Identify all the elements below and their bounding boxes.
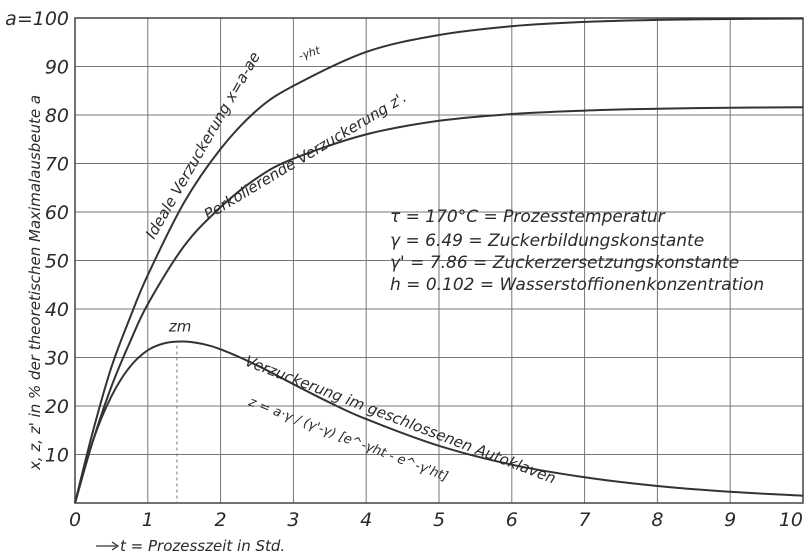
x-tick-label: 8: [651, 509, 663, 531]
zm-label: zm: [168, 317, 192, 335]
x-tick-label: 9: [724, 509, 736, 531]
legend-line: γ = 6.49 = Zuckerbildungskonstante: [390, 231, 704, 251]
perkolation-curve: [74, 106, 804, 504]
y-tick-label: a=100: [5, 8, 69, 30]
x-tick-label: 0: [69, 509, 81, 531]
y-tick-label: 20: [45, 396, 69, 418]
x-tick-label: 2: [215, 509, 227, 531]
plot-frame: [74, 17, 804, 504]
x-tick-label: 7: [579, 509, 591, 531]
x-tick-labels: 0 1 2 3 4 5 6 7 8 9 10: [69, 509, 803, 531]
x-tick-label: 1: [142, 509, 154, 531]
legend-line: γ' = 7.86 = Zuckerzersetzungskonstante: [390, 253, 739, 273]
y-tick-labels: 10 20 30 40 50 60 70 80 90 a=100: [5, 8, 69, 467]
curves: [74, 17, 804, 504]
y-axis-label: x, z, z' in % der theoretischen Maximala…: [26, 95, 44, 471]
autoclave-curve: [74, 340, 804, 504]
x-axis-label: t = Prozesszeit in Std.: [120, 537, 285, 555]
y-tick-label: 60: [45, 202, 69, 224]
y-tick-label: 90: [45, 57, 69, 79]
x-tick-label: 5: [433, 509, 445, 531]
x-tick-label: 10: [779, 509, 803, 531]
y-tick-label: 70: [45, 154, 69, 176]
y-tick-label: 30: [45, 348, 69, 370]
legend-line: τ = 170°C = Prozesstemperatur: [390, 207, 666, 227]
y-tick-label: 10: [45, 445, 69, 467]
parameter-legend: τ = 170°C = Prozesstemperatur γ = 6.49 =…: [390, 207, 764, 295]
x-tick-label: 4: [360, 509, 372, 531]
y-tick-label: 80: [45, 105, 69, 127]
y-tick-label: 50: [45, 251, 69, 273]
ideal-curve-exponent: -γht: [297, 44, 322, 63]
x-axis-arrow-head: [111, 541, 120, 551]
x-tick-label: 6: [506, 509, 518, 531]
x-tick-label: 3: [287, 509, 299, 531]
grid-lines: [75, 18, 803, 503]
ideal-curve: [74, 17, 804, 504]
legend-line: h = 0.102 = Wasserstoffionenkonzentratio…: [390, 275, 764, 295]
y-tick-label: 40: [45, 299, 69, 321]
